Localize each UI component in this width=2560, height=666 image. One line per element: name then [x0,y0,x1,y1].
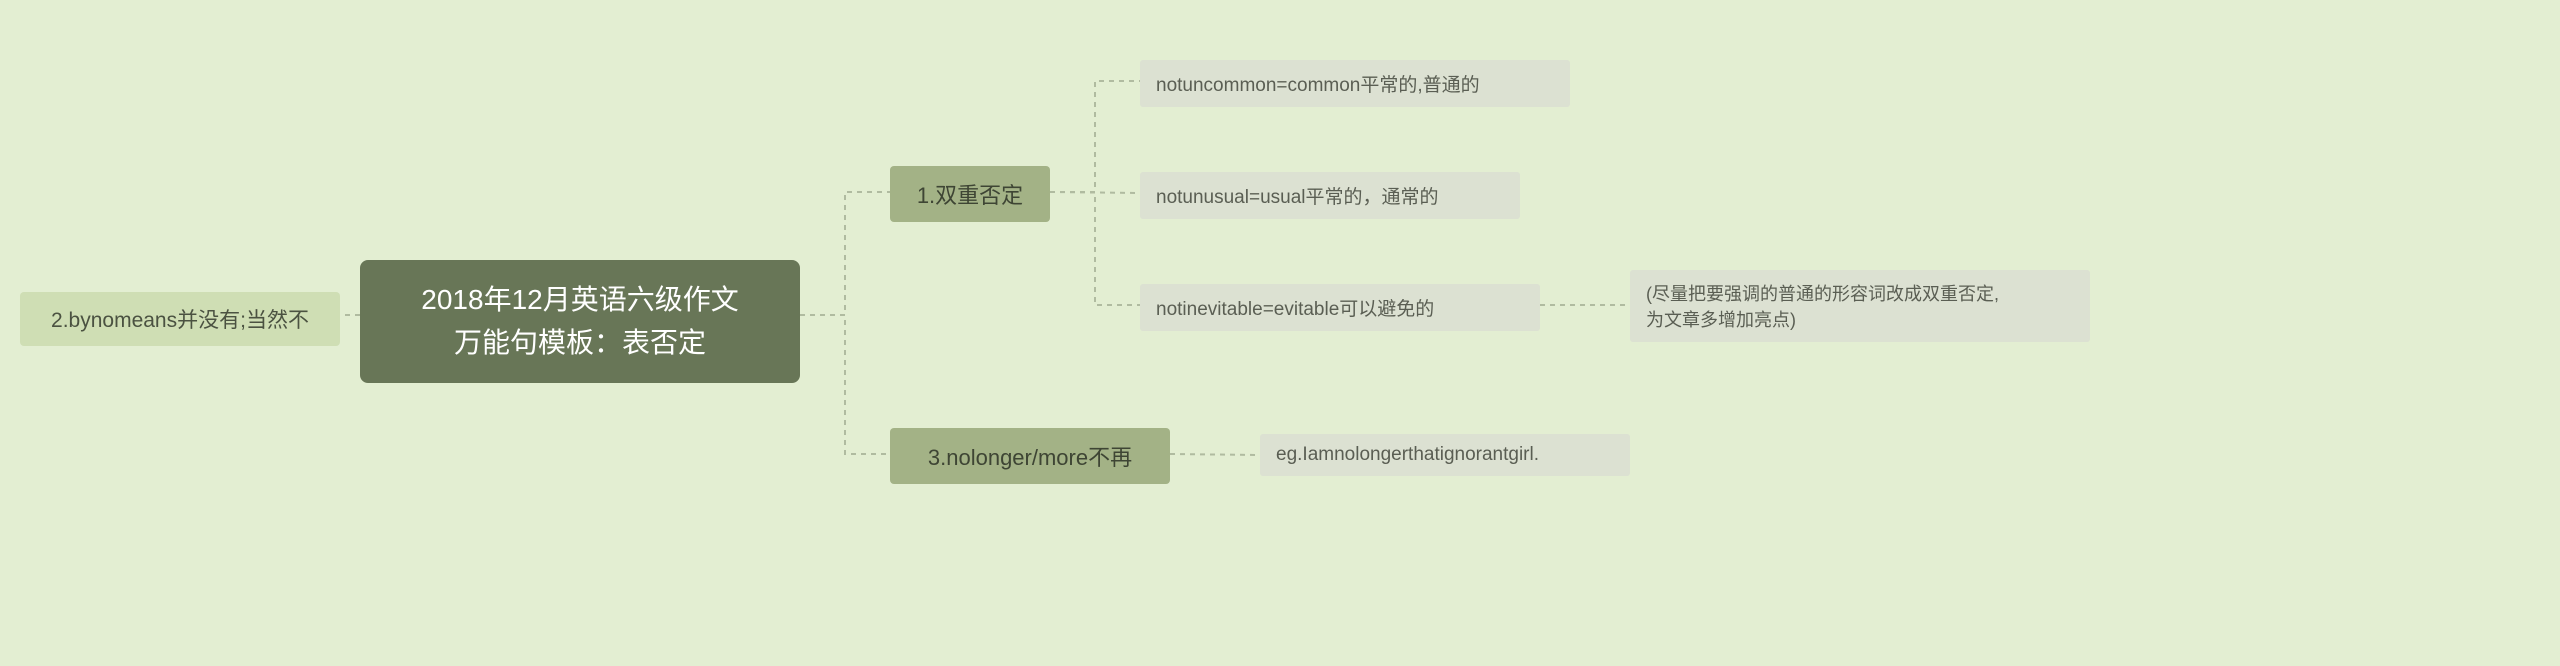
mindmap-root: 2018年12月英语六级作文 万能句模板：表否定 [360,260,800,383]
leaf-notunusual-label: notunusual=usual平常的，通常的 [1156,182,1439,209]
branch-nolonger-label: 3.nolonger/more不再 [928,440,1132,472]
branch-double-negation-label: 1.双重否定 [917,178,1023,210]
root-line1: 2018年12月英语六级作文 [421,278,738,321]
branch-bynomeans-label: 2.bynomeans并没有;当然不 [51,304,309,334]
leaf-note-line2: 为文章多增加亮点) [1646,306,1796,332]
leaf-notunusual: notunusual=usual平常的，通常的 [1140,172,1520,219]
branch-double-negation: 1.双重否定 [890,166,1050,222]
leaf-nolonger-example-label: eg.Iamnolongerthatignorantgirl. [1276,444,1539,466]
leaf-note-line1: (尽量把要强调的普通的形容词改成双重否定, [1646,280,1999,306]
branch-bynomeans: 2.bynomeans并没有;当然不 [20,292,340,346]
leaf-notuncommon-label: notuncommon=common平常的,普通的 [1156,70,1480,97]
branch-nolonger: 3.nolonger/more不再 [890,428,1170,484]
leaf-notinevitable: notinevitable=evitable可以避免的 [1140,284,1540,331]
leaf-notuncommon: notuncommon=common平常的,普通的 [1140,60,1570,107]
leaf-nolonger-example: eg.Iamnolongerthatignorantgirl. [1260,434,1630,476]
leaf-notinevitable-label: notinevitable=evitable可以避免的 [1156,294,1434,321]
leaf-note-double-negation: (尽量把要强调的普通的形容词改成双重否定, 为文章多增加亮点) [1630,270,2090,342]
root-line2: 万能句模板：表否定 [421,321,738,364]
